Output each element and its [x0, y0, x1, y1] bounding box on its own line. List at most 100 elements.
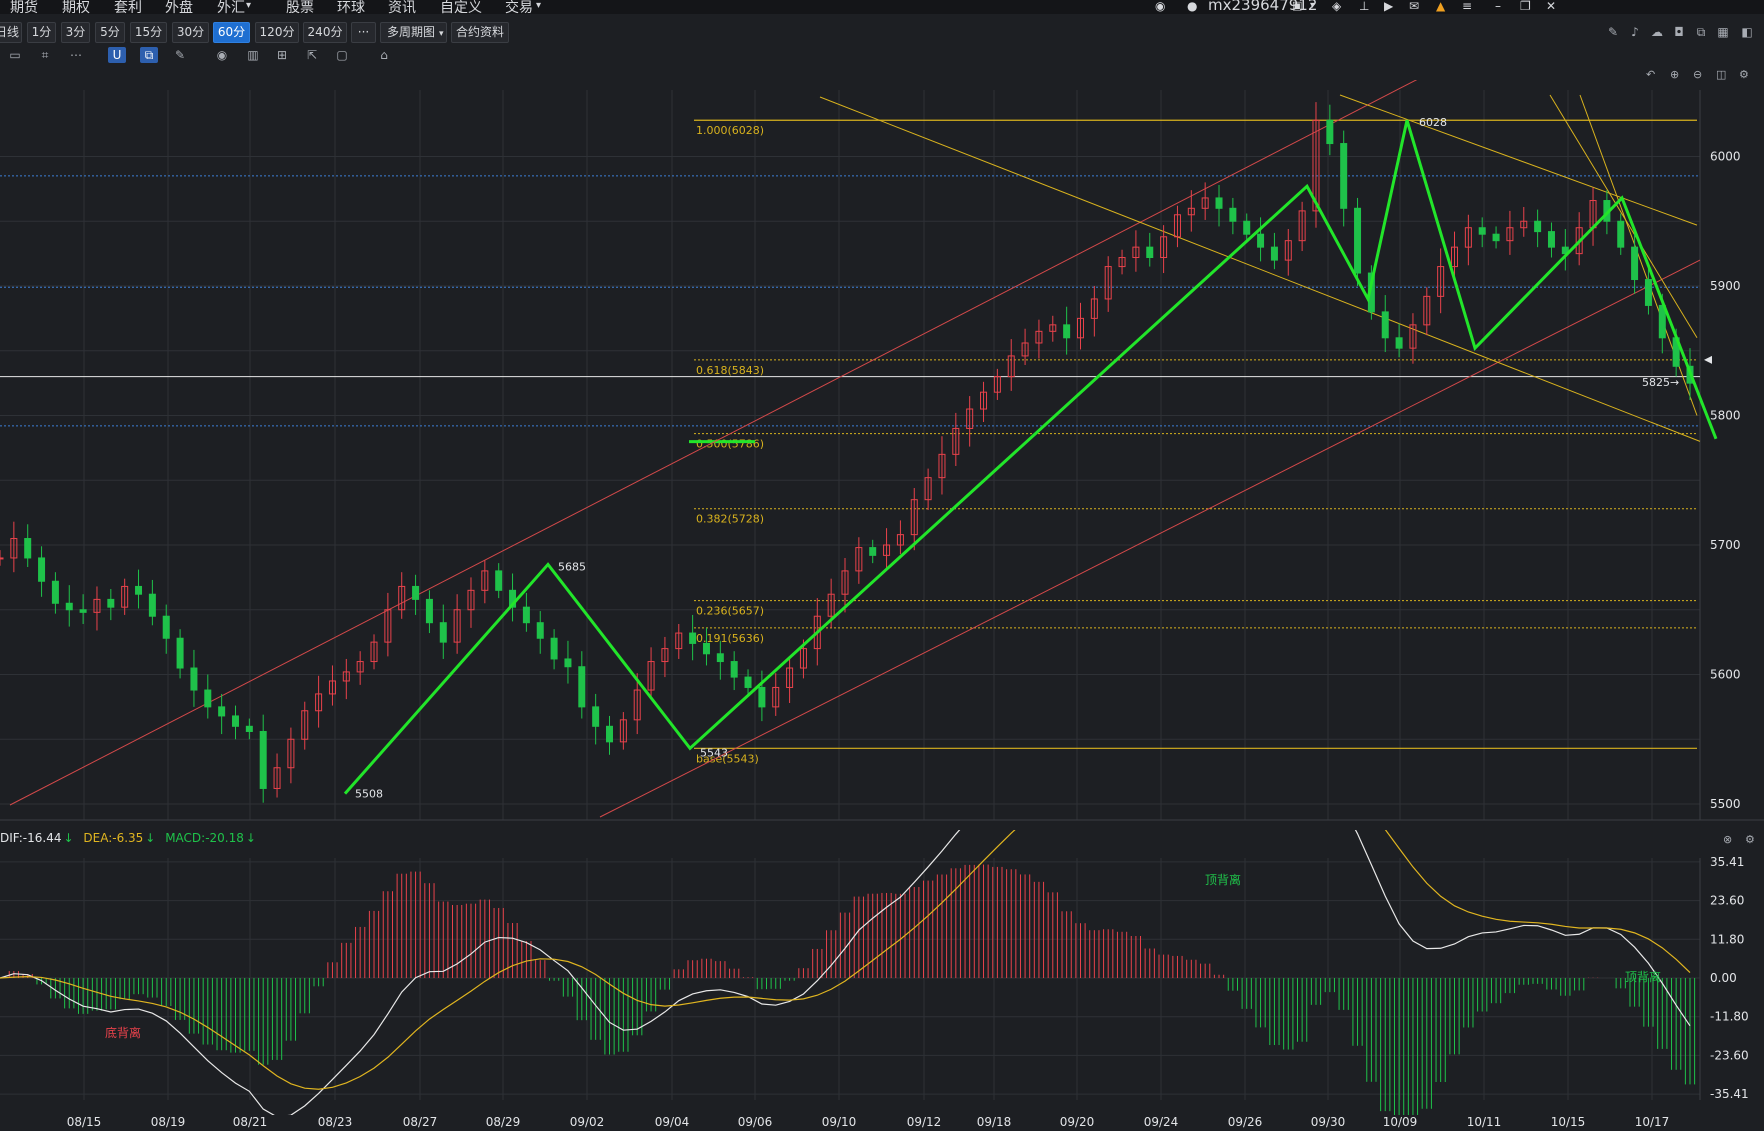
date-tick-label: 08/15	[66, 1115, 102, 1129]
ruler-icon[interactable]: ⌂	[380, 48, 388, 62]
contract-info-button[interactable]: 合约资料	[451, 22, 509, 43]
price-chart[interactable]: 5500 5600 5700 5800 5900 6000 1.000(6028) 0.618…	[0, 80, 1764, 825]
date-tick-label: 08/21	[232, 1115, 268, 1129]
lower-channel-line	[599, 259, 1701, 818]
close-icon[interactable]: ✕	[1546, 0, 1557, 13]
menu-arbitrage[interactable]: 套利	[114, 0, 142, 14]
camera-icon[interactable]: ◘	[1674, 25, 1684, 39]
period-button-30m[interactable]: 30分	[172, 22, 209, 43]
candle-body	[592, 706, 600, 727]
candle-body	[24, 538, 32, 559]
multi-period-chevron-icon: ▾	[439, 29, 444, 39]
robot-icon[interactable]: ◉	[1155, 0, 1166, 13]
copy-icon[interactable]: ⧉	[1696, 25, 1706, 39]
menu-trade[interactable]: 交易	[505, 0, 533, 14]
minimize-icon[interactable]: –	[1495, 0, 1501, 13]
candle-body	[1326, 119, 1334, 145]
group-icon[interactable]: ⊞	[276, 48, 288, 62]
date-axis: 08/15 08/19 08/21 08/23 08/27 08/29 09/02 09/04…	[0, 1115, 1764, 1131]
date-tick-label: 09/20	[1059, 1115, 1095, 1129]
divergence-annotation: 顶背离	[1205, 872, 1241, 887]
date-tick-label: 08/27	[402, 1115, 438, 1129]
candle-body	[287, 738, 295, 769]
layout-icon[interactable]: ◧	[1741, 25, 1753, 39]
menu-futures[interactable]: 期货	[10, 0, 38, 14]
multi-period-button[interactable]: 多周期图 ▾	[380, 22, 447, 43]
macd-settings-icon[interactable]: ⚙	[1745, 833, 1755, 846]
menu-custom[interactable]: 自定义	[440, 0, 482, 14]
note-icon[interactable]: ▢	[336, 48, 348, 62]
menu-options[interactable]: 期权	[62, 0, 90, 14]
overlay-icon[interactable]: ⧉	[140, 47, 158, 63]
restore-icon[interactable]: ❐	[1520, 0, 1531, 13]
username[interactable]: mx23964791​2	[1208, 0, 1318, 14]
candle-body	[1340, 143, 1348, 209]
menu-list-icon[interactable]: ≡	[1462, 0, 1473, 13]
pencil-icon[interactable]: ✎	[174, 48, 186, 62]
settings-gear-icon[interactable]: ⚙	[1739, 68, 1749, 81]
candle-body	[38, 557, 46, 582]
eye-icon[interactable]: ◉	[216, 48, 228, 62]
video-icon[interactable]: ▶	[1384, 0, 1394, 13]
candle-body	[1409, 324, 1417, 349]
reset-view-icon[interactable]: ◫	[1716, 68, 1727, 81]
menu-forex-chevron-icon[interactable]: ▾	[246, 0, 252, 11]
trash-icon[interactable]: ▥	[247, 48, 259, 62]
crop-icon[interactable]: ⌗	[41, 48, 49, 62]
zoom-out-icon[interactable]: ⊖	[1693, 68, 1703, 81]
swing-point-label: 6028	[1419, 116, 1447, 129]
candle-body	[467, 589, 475, 611]
macd-tick-label: 0.00	[1710, 971, 1737, 985]
period-button-120m[interactable]: 120分	[255, 22, 299, 43]
macd-dea-line	[0, 830, 1691, 1090]
layers-icon[interactable]: ◈	[1332, 0, 1342, 13]
bell-icon[interactable]: ▲	[1436, 0, 1446, 13]
candle-body	[869, 547, 877, 556]
price-tick-label: 5800	[1710, 409, 1741, 423]
period-button-15m[interactable]: 15分	[130, 22, 167, 43]
candle-body	[910, 499, 918, 536]
grid-icon[interactable]: ▦	[1717, 25, 1729, 39]
menu-stocks[interactable]: 股票	[286, 0, 314, 14]
draw-pen-icon[interactable]: ✎	[1607, 25, 1619, 39]
macd-chart[interactable]: 47.2135.4123.6011.800.00-11.80-23.60-35.…	[0, 830, 1764, 1115]
candle-body	[425, 598, 433, 624]
more-periods-button[interactable]: ···	[351, 22, 376, 43]
date-tick-label: 10/17	[1634, 1115, 1670, 1129]
candle-body	[1076, 317, 1084, 339]
user-chevron-icon[interactable]: ▾	[1310, 0, 1316, 11]
steep-trend-line-2	[1579, 94, 1698, 416]
menu-forex[interactable]: 外汇	[217, 0, 245, 14]
candle-body	[550, 637, 558, 660]
candle-body	[1173, 214, 1181, 238]
period-button-60m[interactable]: 60分	[213, 22, 250, 43]
date-tick-label: 10/11	[1466, 1115, 1502, 1129]
period-button-240m[interactable]: 240分	[303, 22, 347, 43]
zoom-in-icon[interactable]: ⊕	[1670, 68, 1680, 81]
candle-body	[439, 622, 447, 643]
export-icon[interactable]: ⇱	[306, 48, 318, 62]
date-tick-label: 09/18	[976, 1115, 1012, 1129]
period-button-5m[interactable]: 5分	[95, 22, 125, 43]
menu-foreign-market[interactable]: 外盘	[165, 0, 193, 14]
undo-icon[interactable]: ↶	[1646, 68, 1656, 81]
period-button-3m[interactable]: 3分	[61, 22, 90, 43]
period-button-daily[interactable]: 日线	[0, 22, 22, 43]
candle-body	[633, 689, 641, 721]
mail-icon[interactable]: ✉	[1409, 0, 1420, 13]
date-tick-label: 09/10	[821, 1115, 857, 1129]
avatar[interactable]: ●	[1187, 0, 1198, 13]
comment-icon[interactable]: ▭	[9, 48, 21, 62]
macd-close-icon[interactable]: ⊗	[1723, 833, 1733, 846]
menu-news[interactable]: 资讯	[388, 0, 416, 14]
menu-global[interactable]: 环球	[337, 0, 365, 14]
candle-body	[619, 719, 627, 743]
menu-trade-chevron-icon[interactable]: ▾	[536, 0, 542, 11]
cloud-icon[interactable]: ☁	[1651, 25, 1663, 39]
pin-icon[interactable]: ⊥	[1359, 0, 1370, 13]
more-tools-icon[interactable]: ⋯	[70, 48, 82, 62]
period-button-1m[interactable]: 1分	[27, 22, 56, 43]
candle-body	[107, 598, 115, 608]
magnet-icon[interactable]: U	[108, 47, 126, 63]
alert-bell-icon[interactable]: ♪	[1631, 25, 1639, 39]
